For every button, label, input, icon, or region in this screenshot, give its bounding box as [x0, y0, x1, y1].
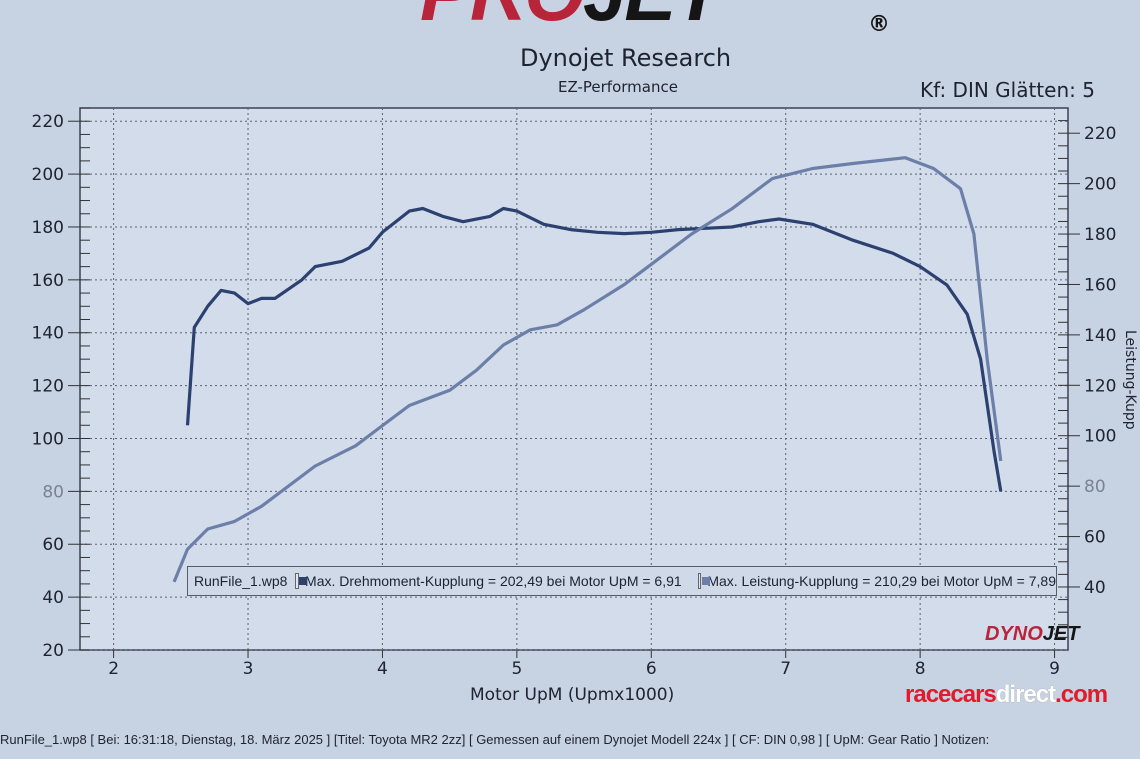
y-right-tick-label: 180 — [1084, 225, 1116, 245]
legend-power: Max. Leistung-Kupplung = 210,29 bei Moto… — [707, 573, 1056, 589]
logo-red: PRO — [420, 0, 585, 37]
legend-file: RunFile_1.wp8 — [194, 573, 288, 589]
watermark: racecarsdirect.com — [905, 680, 1108, 710]
x-tick-label: 3 — [243, 659, 254, 679]
y-left-tick-label: 140 — [32, 324, 64, 344]
registered-mark: ® — [868, 12, 890, 37]
y-left-tick-label: 60 — [42, 535, 64, 555]
power-swatch-icon — [697, 573, 710, 589]
y-left-tick-label: 160 — [32, 271, 64, 291]
x-tick-label: 8 — [915, 659, 926, 679]
power-curve — [172, 156, 1003, 583]
x-tick-label: 2 — [108, 659, 119, 679]
y-left-tick-label: 80 — [42, 482, 64, 502]
y-axis-right-label: Leistung-Kupp — [1122, 330, 1138, 430]
legend: RunFile_1.wp8 Max. Drehmoment-Kupplung =… — [187, 566, 1057, 596]
y-left-tick-label: 40 — [42, 588, 64, 608]
x-tick-label: 4 — [377, 659, 388, 679]
y-right-tick-label: 220 — [1084, 124, 1116, 144]
legend-torque: Max. Drehmoment-Kupplung = 202,49 bei Mo… — [305, 573, 682, 589]
x-tick-label: 5 — [511, 659, 522, 679]
plot-area — [79, 107, 1069, 651]
chart-title: Dynojet Research — [520, 44, 732, 72]
y-right-tick-label: 120 — [1084, 376, 1116, 396]
y-right-tick-label: 100 — [1084, 427, 1116, 447]
x-tick-label: 6 — [646, 659, 657, 679]
dynojet-logo-bottom: DYNOJET — [985, 622, 1079, 646]
y-left-tick-label: 180 — [32, 218, 64, 238]
y-left-tick-label: 200 — [32, 165, 64, 185]
y-left-tick-label: 120 — [32, 377, 64, 397]
x-tick-label: 7 — [780, 659, 791, 679]
dynojet-logo-top: PROJET — [420, 0, 722, 38]
y-left-tick-label: 20 — [42, 641, 64, 661]
y-right-tick-label: 160 — [1084, 275, 1116, 295]
torque-swatch-icon — [295, 573, 308, 589]
torque-curve — [185, 206, 1003, 492]
y-right-tick-label: 140 — [1084, 326, 1116, 346]
x-tick-label: 9 — [1049, 659, 1060, 679]
y-right-tick-label: 40 — [1084, 578, 1106, 598]
x-axis-label: Motor UpM (Upmx1000) — [470, 685, 675, 705]
y-right-tick-label: 80 — [1084, 477, 1106, 497]
watermark-white: direct — [995, 681, 1056, 708]
y-left-tick-label: 220 — [32, 112, 64, 132]
y-right-tick-label: 200 — [1084, 175, 1116, 195]
logo-black: JET — [583, 0, 722, 37]
footer-info: RunFile_1.wp8 [ Bei: 16:31:18, Dienstag,… — [0, 732, 990, 747]
chart-subtitle: EZ-Performance — [558, 78, 678, 96]
y-left-tick-label: 100 — [32, 429, 64, 449]
watermark-red2: .com — [1055, 681, 1108, 708]
y-right-tick-label: 60 — [1084, 528, 1106, 548]
correction-info: Kf: DIN Glätten: 5 — [920, 78, 1095, 102]
logo-bottom-red: DYNO — [985, 623, 1043, 645]
logo-bottom-black: JET — [1042, 623, 1080, 645]
watermark-red: racecars — [905, 681, 997, 708]
